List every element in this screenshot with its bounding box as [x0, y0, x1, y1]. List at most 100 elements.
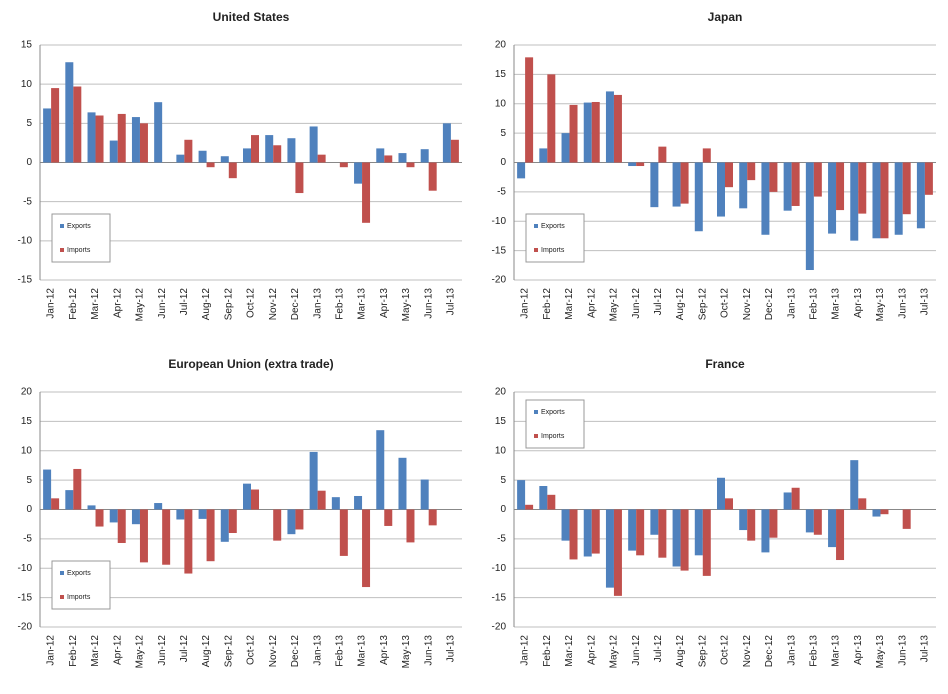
- x-tick-label: Apr-12: [112, 635, 123, 665]
- bar: [872, 509, 881, 517]
- x-tick-label: May-13: [401, 288, 412, 322]
- bar: [747, 509, 756, 541]
- x-tick-label: Jul-13: [446, 635, 457, 663]
- x-tick-label: Jun-12: [157, 288, 168, 319]
- x-tick-label: Apr-13: [379, 635, 390, 665]
- y-tick-label: 20: [495, 387, 507, 398]
- x-tick-label: Mar-12: [90, 635, 101, 667]
- bar: [273, 509, 282, 541]
- bar: [206, 509, 215, 562]
- y-tick-label: -10: [18, 235, 33, 246]
- x-tick-label: Feb-13: [334, 635, 345, 667]
- y-tick-label: 0: [500, 157, 506, 168]
- x-tick-label: Nov-12: [742, 635, 753, 668]
- bar: [184, 509, 193, 574]
- bar: [339, 509, 348, 556]
- y-tick-label: 5: [26, 475, 32, 486]
- y-tick-label: 20: [21, 387, 33, 398]
- x-tick-label: Jun-12: [631, 288, 642, 319]
- bar: [384, 509, 393, 526]
- legend-swatch: [534, 434, 538, 438]
- chart-title: United States: [213, 10, 290, 24]
- x-tick-label: Jun-13: [897, 635, 908, 666]
- bar: [761, 162, 770, 235]
- x-tick-label: Jun-13: [423, 635, 434, 666]
- legend-box: [51, 213, 111, 263]
- bar: [769, 509, 778, 538]
- x-tick-label: Mar-13: [831, 635, 842, 667]
- x-tick-label: Feb-13: [334, 288, 345, 320]
- x-tick-label: Apr-12: [586, 288, 597, 318]
- bar: [725, 498, 733, 510]
- legend-label: Imports: [541, 247, 565, 254]
- bar: [828, 162, 837, 234]
- bar: [650, 162, 659, 208]
- bar: [791, 162, 800, 206]
- x-tick-label: Mar-13: [357, 288, 368, 320]
- bar: [273, 145, 282, 163]
- x-tick-label: Mar-12: [564, 288, 575, 320]
- y-tick-label: -5: [497, 187, 506, 198]
- bar: [583, 102, 592, 163]
- y-tick-label: -10: [492, 216, 507, 227]
- bar: [87, 112, 96, 163]
- y-tick-label: -20: [492, 622, 507, 633]
- bar: [836, 509, 845, 561]
- x-tick-label: Jan-12: [46, 635, 57, 666]
- bar: [51, 498, 60, 510]
- legend-label: Imports: [67, 247, 91, 254]
- x-tick-label: May-13: [401, 635, 412, 669]
- bar: [406, 509, 415, 543]
- bar: [725, 162, 733, 188]
- bar: [694, 509, 703, 556]
- bar: [73, 468, 82, 510]
- bar: [916, 162, 925, 229]
- bar: [154, 503, 163, 510]
- bar: [872, 162, 881, 239]
- bar: [880, 162, 889, 239]
- y-tick-label: 10: [495, 98, 507, 109]
- bar: [376, 430, 385, 510]
- bar: [613, 94, 622, 163]
- x-tick-label: Oct-12: [720, 288, 731, 318]
- bar: [331, 497, 340, 510]
- bar: [650, 509, 659, 535]
- y-tick-label: 10: [495, 445, 507, 456]
- bar: [783, 162, 792, 211]
- y-tick-label: 5: [500, 475, 506, 486]
- x-tick-label: May-13: [875, 635, 886, 669]
- legend-swatch: [60, 224, 64, 228]
- bar: [95, 509, 104, 527]
- x-tick-label: Sep-12: [697, 635, 708, 668]
- x-tick-label: Oct-12: [720, 635, 731, 665]
- bar: [73, 86, 82, 163]
- bar: [805, 509, 814, 533]
- legend-box: [525, 399, 585, 449]
- bar: [902, 162, 911, 215]
- bar: [672, 509, 681, 567]
- x-tick-label: Sep-12: [697, 288, 708, 321]
- y-tick-label: -10: [18, 563, 33, 574]
- bar: [154, 102, 163, 163]
- x-tick-label: Nov-12: [268, 635, 279, 668]
- bar: [198, 150, 207, 163]
- bar: [65, 490, 74, 510]
- bar: [813, 162, 822, 197]
- bar: [539, 148, 548, 163]
- y-tick-label: -5: [497, 534, 506, 545]
- x-tick-label: Jul-13: [920, 635, 931, 663]
- x-tick-label: May-12: [135, 635, 146, 669]
- bar: [628, 509, 637, 551]
- bar: [228, 509, 237, 533]
- bar: [287, 509, 296, 535]
- legend-swatch: [60, 595, 64, 599]
- legend-box: [525, 213, 585, 263]
- x-tick-label: Jan-13: [312, 635, 323, 666]
- bar: [880, 509, 889, 515]
- bar: [569, 104, 578, 163]
- x-tick-label: Aug-12: [675, 635, 686, 668]
- chart: United States -15 -10 -5 0 5 10 15 Jan-12 Feb-12 M…: [18, 10, 462, 321]
- x-tick-label: Mar-12: [564, 635, 575, 667]
- y-tick-label: 5: [500, 128, 506, 139]
- x-tick-label: Jul-12: [179, 288, 190, 316]
